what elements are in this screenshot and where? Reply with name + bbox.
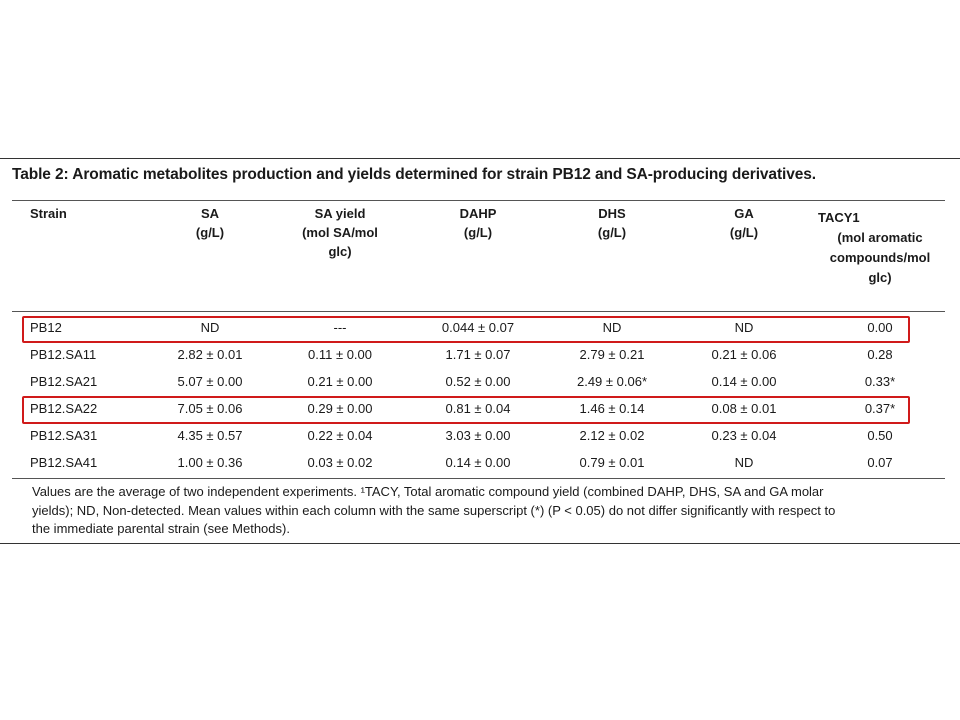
cell-sa-yield: 0.22 ± 0.04 — [307, 428, 373, 443]
header-dahp: DAHP (g/L) — [459, 206, 497, 240]
header-sa: SA (g/L) — [195, 206, 225, 240]
table-caption: Table 2: Aromatic metabolites production… — [12, 166, 816, 183]
cell-sa: 1.00 ± 0.36 — [177, 455, 243, 470]
cell-sa-yield: 0.29 ± 0.00 — [307, 401, 373, 416]
cell-dahp: 0.044 ± 0.07 — [441, 320, 515, 335]
highlight-row-pb12-sa22 — [22, 396, 910, 424]
cell-sa: 7.05 ± 0.06 — [177, 401, 243, 416]
cell-sa-yield: 0.03 ± 0.02 — [307, 455, 373, 470]
header-tacy: TACY1 (mol aromatic compounds/mol glc) — [818, 210, 931, 285]
cell-tacy: 0.33* — [864, 374, 896, 389]
cell-ga: 0.08 ± 0.01 — [711, 401, 777, 416]
cell-tacy: 0.37* — [864, 401, 896, 416]
cell-dahp: 0.14 ± 0.00 — [445, 455, 511, 470]
cell-strain: PB12.SA11 — [30, 347, 97, 362]
cell-dhs: 1.46 ± 0.14 — [579, 401, 645, 416]
cell-sa: 4.35 ± 0.57 — [177, 428, 243, 443]
top-rule — [0, 158, 960, 159]
cell-dhs: 2.79 ± 0.21 — [579, 347, 645, 362]
cell-tacy: 0.00 — [867, 320, 893, 335]
cell-ga: 0.23 ± 0.04 — [711, 428, 777, 443]
cell-tacy: 0.28 — [867, 347, 893, 362]
cell-dhs: 0.79 ± 0.01 — [579, 455, 645, 470]
body-bottom-line — [12, 478, 945, 479]
cell-strain: PB12.SA21 — [30, 374, 98, 389]
cell-strain: PB12.SA31 — [30, 428, 98, 443]
cell-dhs: ND — [602, 320, 622, 335]
header-dhs: DHS (g/L) — [597, 206, 627, 240]
header-strain: Strain — [30, 206, 67, 221]
cell-strain: PB12.SA22 — [30, 401, 98, 416]
header-sa-yield: SA yield (mol SA/mol glc) — [302, 206, 378, 259]
cell-dahp: 1.71 ± 0.07 — [445, 347, 511, 362]
cell-tacy: 0.50 — [867, 428, 893, 443]
cell-sa: 2.82 ± 0.01 — [177, 347, 243, 362]
cell-strain: PB12 — [30, 320, 62, 335]
cell-strain: PB12.SA41 — [30, 455, 98, 470]
cell-sa: 5.07 ± 0.00 — [177, 374, 243, 389]
cell-ga: ND — [734, 320, 754, 335]
cell-ga: 0.21 ± 0.06 — [711, 347, 777, 362]
cell-sa: ND — [200, 320, 220, 335]
header-bottom-line — [12, 311, 945, 312]
header-ga: GA (g/L) — [729, 206, 759, 240]
bottom-rule — [0, 543, 960, 544]
highlight-row-pb12 — [22, 316, 910, 343]
cell-sa-yield: 0.21 ± 0.00 — [307, 374, 373, 389]
cell-dahp: 0.52 ± 0.00 — [445, 374, 511, 389]
cell-dahp: 3.03 ± 0.00 — [445, 428, 511, 443]
cell-sa-yield: --- — [333, 320, 347, 335]
header-top-line — [12, 200, 945, 201]
cell-ga: 0.14 ± 0.00 — [711, 374, 777, 389]
cell-ga: ND — [734, 455, 754, 470]
cell-dhs: 2.49 ± 0.06* — [576, 374, 648, 389]
cell-dhs: 2.12 ± 0.02 — [579, 428, 645, 443]
table-footnote: Values are the average of two independen… — [32, 484, 836, 536]
cell-dahp: 0.81 ± 0.04 — [445, 401, 511, 416]
cell-tacy: 0.07 — [867, 455, 893, 470]
cell-sa-yield: 0.11 ± 0.00 — [308, 347, 372, 362]
